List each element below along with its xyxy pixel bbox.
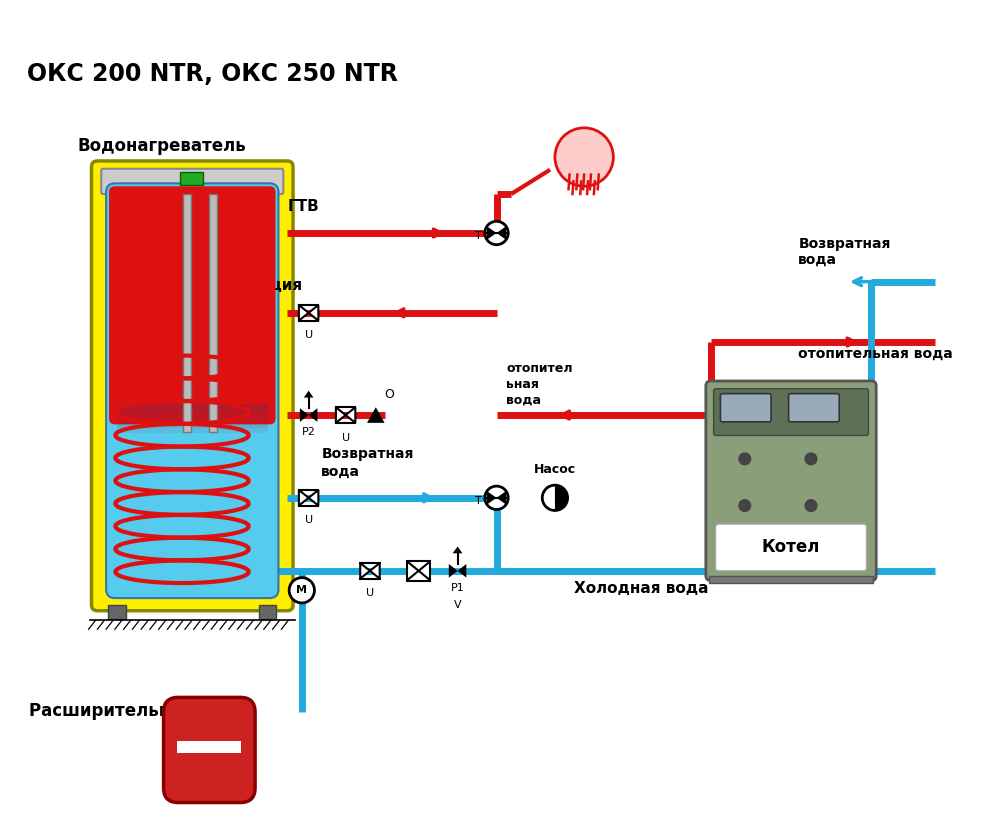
Text: Возвратная
вода: Возвратная вода	[798, 237, 891, 267]
FancyBboxPatch shape	[720, 394, 771, 422]
Text: ОКС 200 NTR, ОКС 250 NTR: ОКС 200 NTR, ОКС 250 NTR	[28, 62, 399, 86]
Polygon shape	[555, 485, 568, 510]
Bar	[117, 414, 268, 419]
Bar	[708, 575, 873, 584]
Circle shape	[542, 485, 568, 510]
Text: U: U	[366, 588, 374, 598]
Polygon shape	[453, 546, 462, 553]
Circle shape	[805, 500, 817, 511]
Text: P2: P2	[302, 427, 316, 437]
Polygon shape	[487, 491, 497, 505]
FancyBboxPatch shape	[163, 697, 255, 802]
Text: O: O	[385, 388, 395, 400]
Polygon shape	[304, 390, 314, 398]
Text: T: T	[475, 495, 482, 505]
Bar	[117, 409, 268, 414]
Text: P1: P1	[451, 582, 464, 592]
Bar	[117, 404, 268, 409]
Circle shape	[805, 453, 817, 465]
Text: отопител
ьная
вода: отопител ьная вода	[506, 361, 573, 406]
Bar	[117, 424, 268, 428]
Circle shape	[555, 128, 613, 186]
Polygon shape	[449, 564, 458, 578]
Circle shape	[289, 578, 315, 603]
Bar	[183, 194, 191, 432]
Circle shape	[485, 221, 508, 244]
Bar	[117, 428, 268, 433]
Bar	[210, 194, 217, 432]
FancyBboxPatch shape	[106, 183, 278, 598]
Polygon shape	[367, 407, 385, 423]
Polygon shape	[360, 563, 370, 579]
Circle shape	[485, 486, 508, 510]
FancyBboxPatch shape	[788, 394, 839, 422]
Polygon shape	[345, 407, 355, 423]
Bar	[117, 419, 268, 424]
Text: T: T	[475, 231, 482, 241]
FancyBboxPatch shape	[92, 161, 293, 610]
Text: Котел: Котел	[762, 539, 820, 556]
Text: Водонагреватель: Водонагреватель	[78, 137, 247, 155]
Text: Расширительный бак: Расширительный бак	[30, 702, 237, 721]
Circle shape	[739, 500, 751, 511]
Polygon shape	[299, 490, 309, 505]
Polygon shape	[497, 226, 506, 240]
Text: Циркуляция: Циркуляция	[195, 279, 303, 294]
Bar	[180, 172, 204, 185]
FancyBboxPatch shape	[706, 381, 876, 580]
Polygon shape	[309, 490, 319, 505]
Text: Холодная вода: Холодная вода	[575, 580, 708, 595]
Text: U: U	[341, 433, 349, 443]
Circle shape	[739, 453, 751, 465]
FancyBboxPatch shape	[101, 168, 283, 194]
Text: M: M	[296, 585, 307, 595]
Polygon shape	[309, 305, 319, 320]
Text: U: U	[305, 330, 313, 340]
FancyBboxPatch shape	[713, 389, 869, 435]
Polygon shape	[309, 408, 318, 422]
Text: U: U	[305, 515, 313, 525]
Bar	[259, 605, 277, 619]
Polygon shape	[336, 407, 345, 423]
Bar	[108, 605, 126, 619]
Text: Насос: Насос	[534, 464, 576, 476]
Text: Возвратная
вода: Возвратная вода	[322, 447, 413, 479]
FancyBboxPatch shape	[109, 186, 276, 425]
Text: V: V	[454, 600, 461, 610]
Polygon shape	[299, 305, 309, 320]
Polygon shape	[497, 491, 506, 505]
Polygon shape	[370, 563, 380, 579]
Polygon shape	[487, 226, 497, 240]
Polygon shape	[458, 564, 466, 578]
Bar	[407, 561, 430, 580]
Polygon shape	[300, 408, 309, 422]
Text: ГТВ: ГТВ	[287, 198, 319, 214]
Text: отопительная вода: отопительная вода	[798, 347, 953, 361]
Bar	[177, 741, 241, 753]
FancyBboxPatch shape	[715, 524, 867, 570]
